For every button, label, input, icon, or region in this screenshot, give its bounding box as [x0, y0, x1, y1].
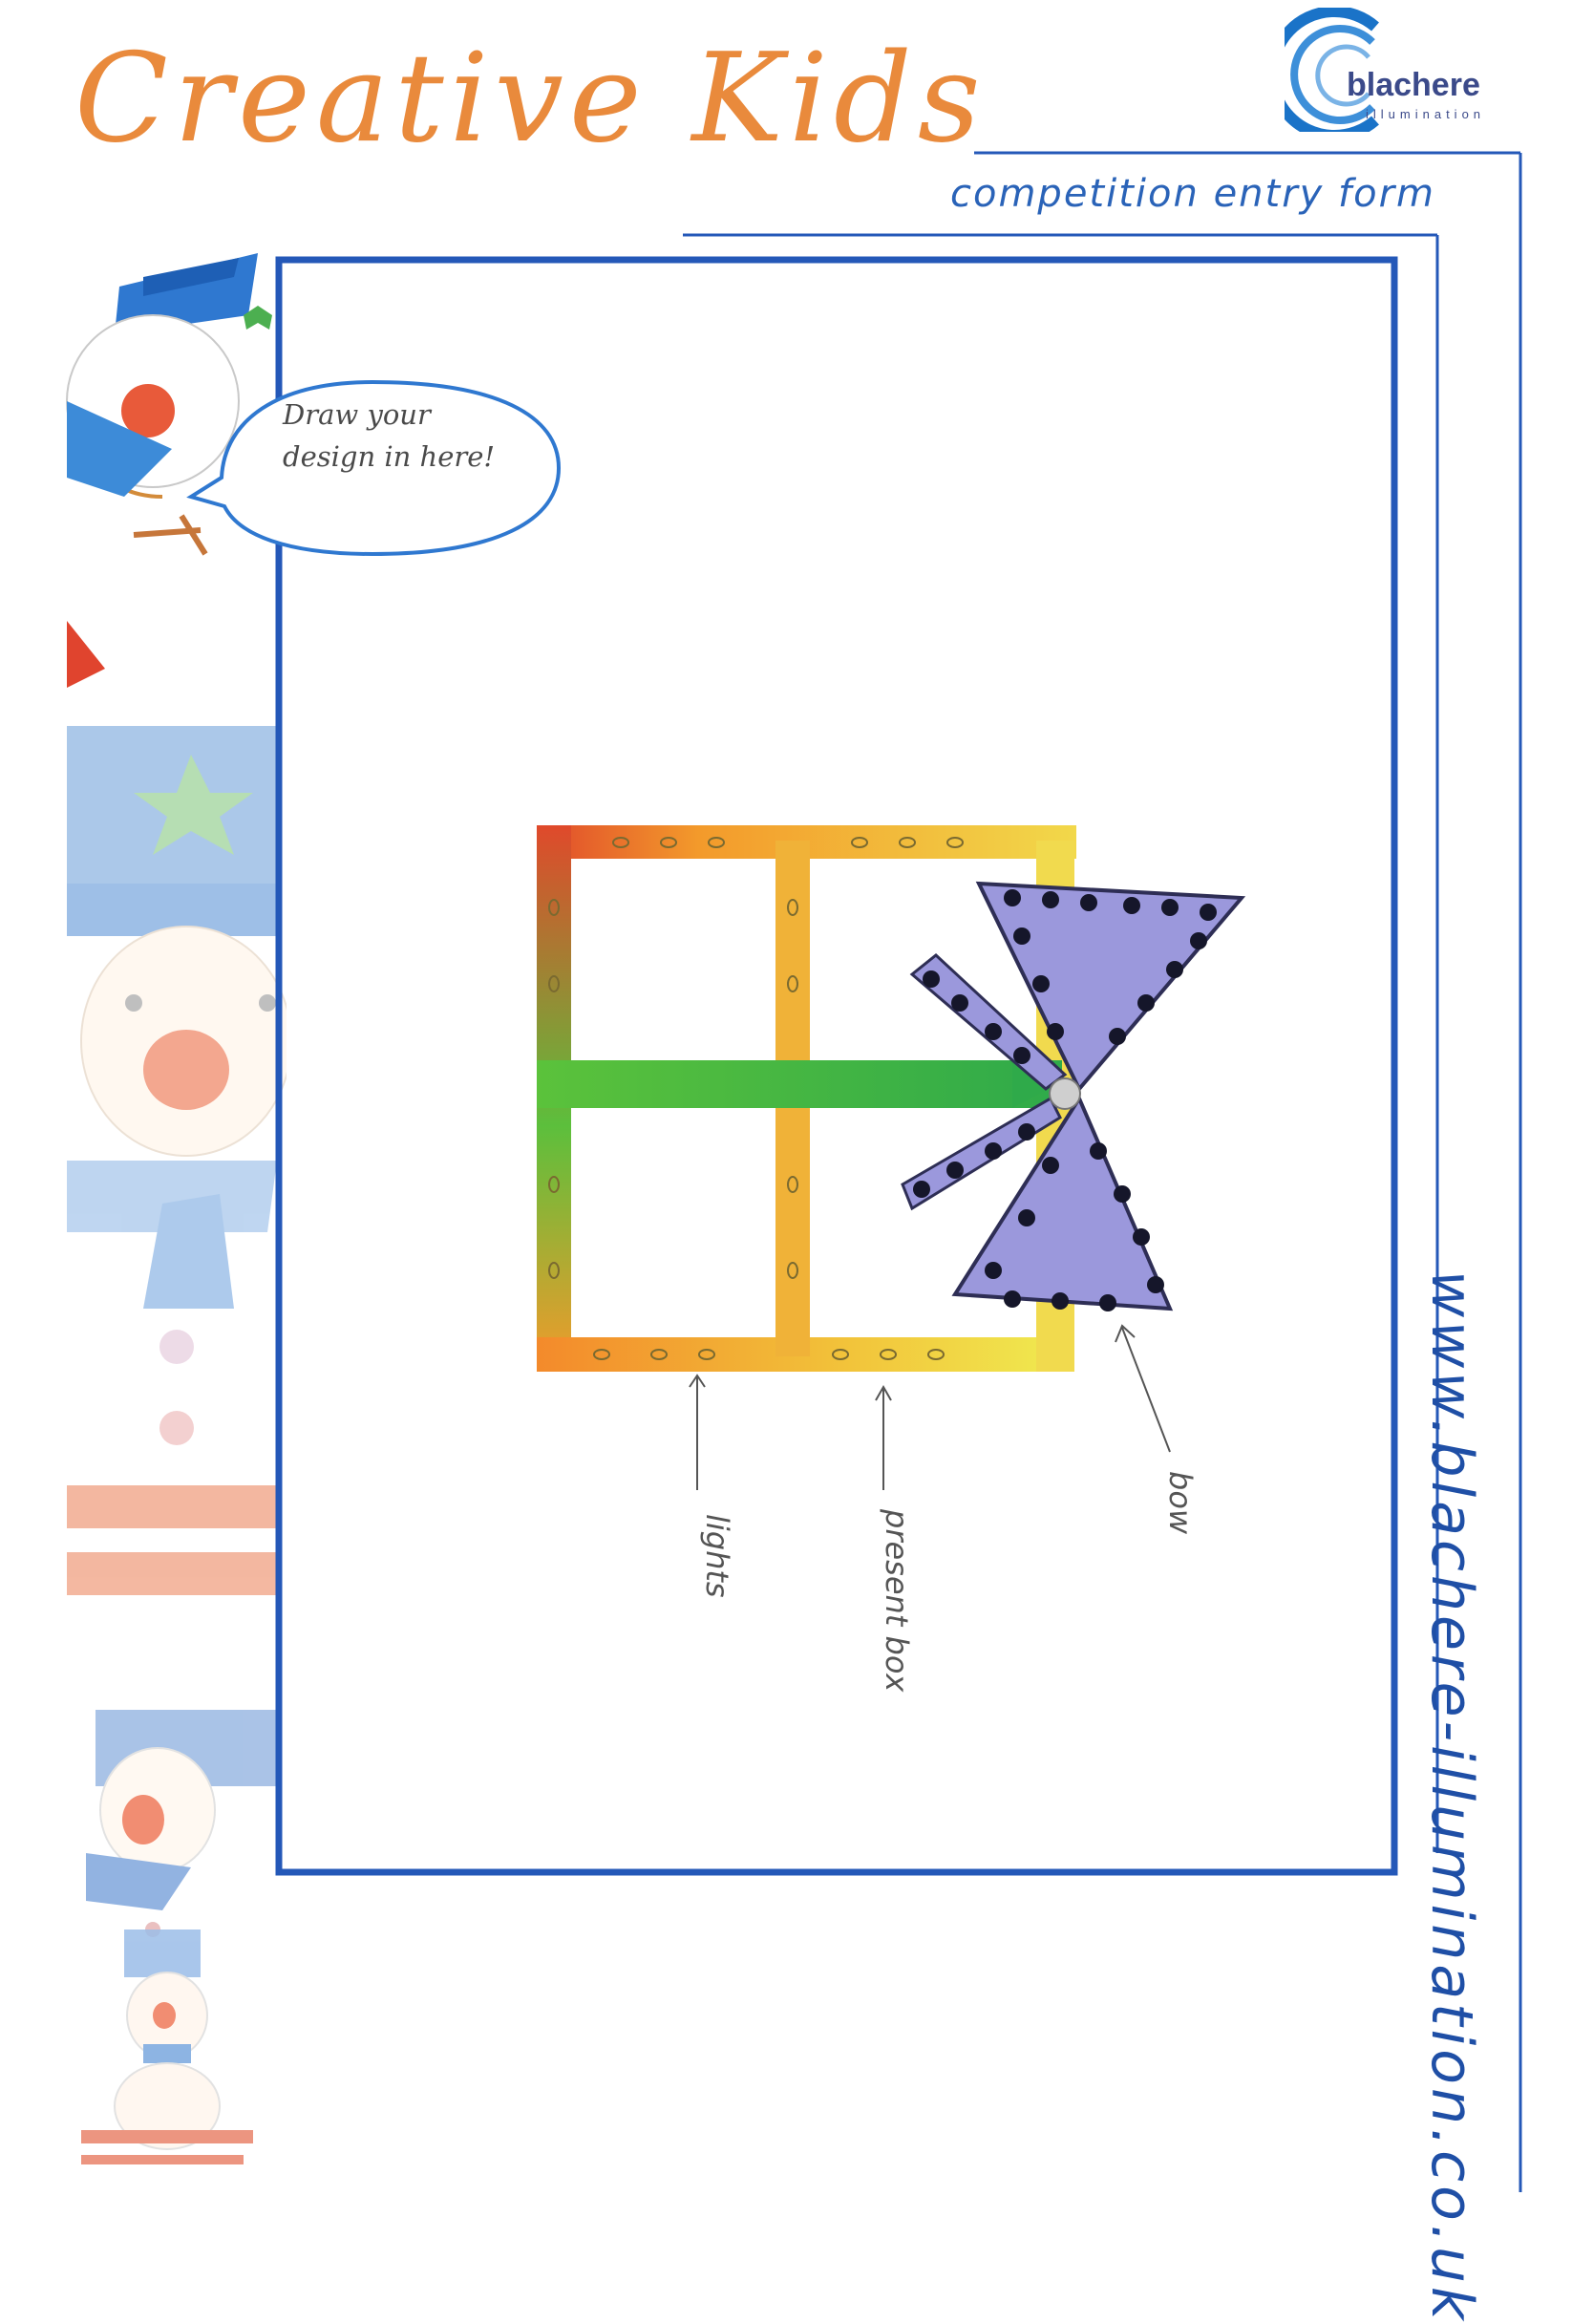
speech-bubble-text: Draw your design in here!: [283, 394, 495, 478]
snowman-icon: [86, 1710, 277, 1937]
drawing-area-frame: [275, 256, 1398, 1876]
light-bulb-marks: [548, 837, 964, 1360]
logo-wordmark: blachere: [1347, 67, 1480, 103]
annotation-lights: lights: [699, 1514, 735, 1598]
bubble-line-2: design in here!: [283, 440, 496, 473]
header-rule-lines: [683, 151, 1520, 237]
snowman-strip-decoration: [66, 253, 287, 2164]
blachere-swirl-icon: [1285, 8, 1379, 132]
snowman-icon: [67, 726, 287, 1595]
bow-dots: [913, 889, 1217, 1311]
frame-lines: [275, 153, 1522, 2192]
speech-bubble-icon: [186, 379, 562, 557]
logo-tagline: illumination: [1366, 107, 1486, 121]
annotation-bow: bow: [1162, 1471, 1199, 1535]
annotation-arrows: [689, 1324, 1171, 1490]
annotation-present-box: present box: [879, 1509, 915, 1693]
bubble-line-1: Draw your: [283, 398, 431, 431]
form-subtitle: competition entry form: [950, 172, 1436, 216]
page-title: Creative Kids: [74, 28, 987, 170]
snowman-icon: [81, 1930, 253, 2164]
snowman-icon: [66, 253, 272, 556]
child-drawing: [537, 825, 1246, 1490]
website-url: www.blachere-illumination.co.uk: [1418, 1270, 1485, 2324]
